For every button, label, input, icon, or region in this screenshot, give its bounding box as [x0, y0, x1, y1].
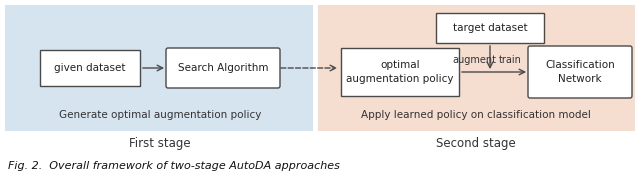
Bar	[5, 5, 313, 131]
Text: optimal
augmentation policy: optimal augmentation policy	[346, 60, 454, 84]
Text: Fig. 2.  Overall framework of two-stage AutoDA approaches: Fig. 2. Overall framework of two-stage A…	[8, 161, 340, 171]
FancyBboxPatch shape	[528, 46, 632, 98]
Bar	[318, 5, 635, 131]
Text: Second stage: Second stage	[436, 137, 516, 149]
Text: target dataset: target dataset	[452, 23, 527, 33]
Text: train: train	[499, 55, 522, 65]
Text: Search Algorithm: Search Algorithm	[178, 63, 268, 73]
Text: Classification
Network: Classification Network	[545, 60, 615, 84]
FancyBboxPatch shape	[40, 50, 140, 86]
FancyBboxPatch shape	[166, 48, 280, 88]
FancyBboxPatch shape	[436, 13, 544, 43]
Text: First stage: First stage	[129, 137, 191, 149]
Text: Apply learned policy on classification model: Apply learned policy on classification m…	[361, 110, 591, 120]
Text: Generate optimal augmentation policy: Generate optimal augmentation policy	[59, 110, 261, 120]
Text: given dataset: given dataset	[54, 63, 125, 73]
Text: augment: augment	[452, 55, 496, 65]
FancyBboxPatch shape	[341, 48, 459, 96]
